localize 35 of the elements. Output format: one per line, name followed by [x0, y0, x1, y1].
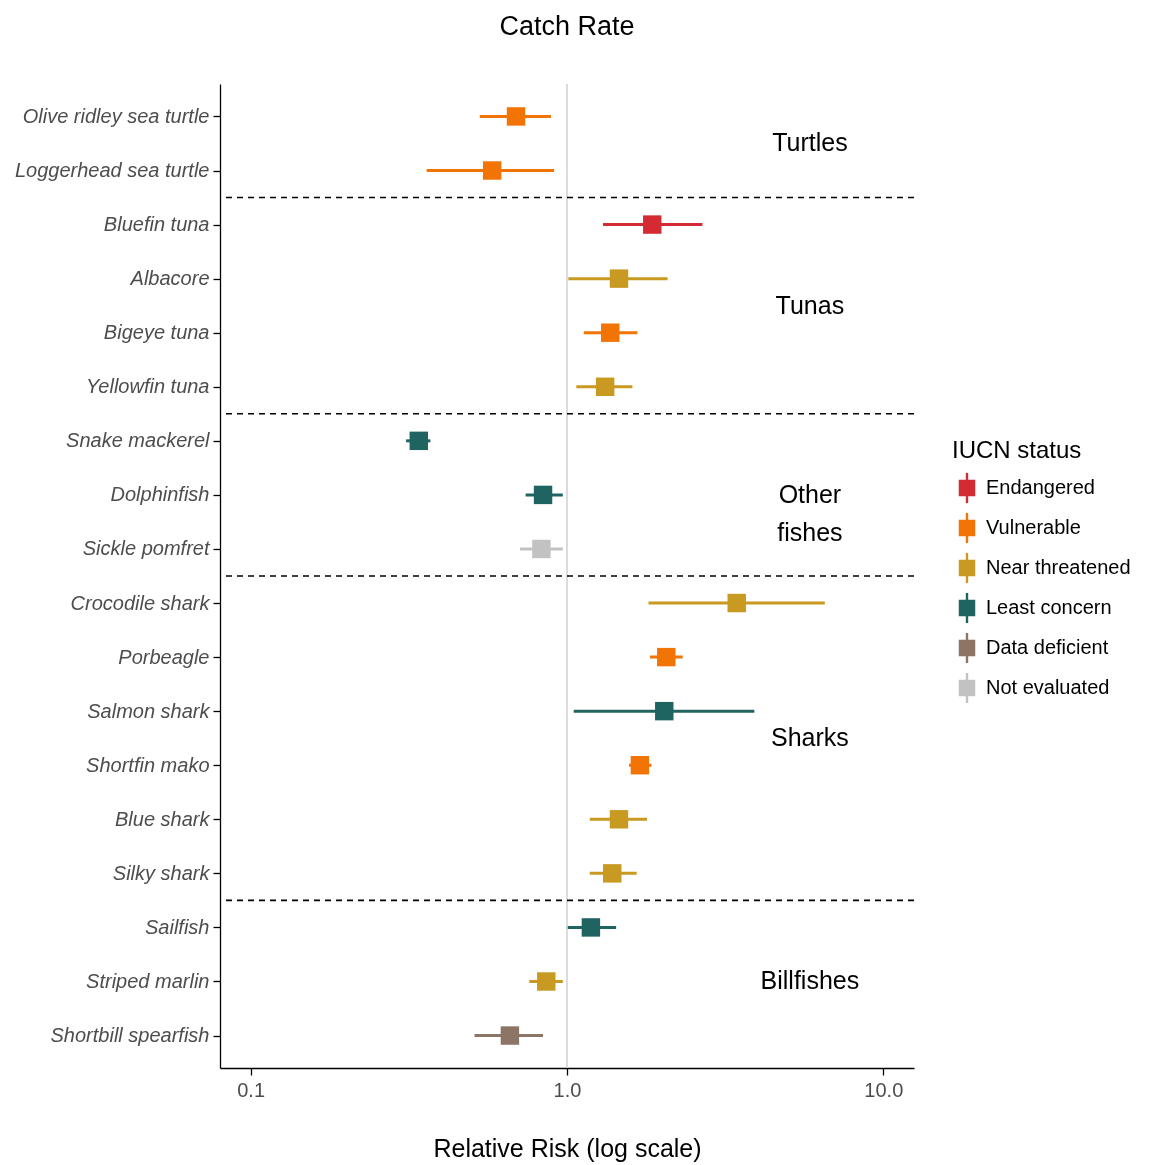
x-tick-label: 0.1 [237, 1078, 266, 1101]
y-tick-label: Albacore [129, 267, 210, 290]
y-tick-label: Dolphinfish [110, 483, 210, 506]
y-tick-label: Yellowfin tuna [86, 375, 210, 398]
legend-label: Near threatened [986, 556, 1131, 578]
y-tick-label: Blue shark [115, 807, 211, 830]
annotation: Billfishes [760, 966, 860, 995]
legend-label: Not evaluated [986, 676, 1110, 698]
y-tick-label: Sailfish [145, 915, 210, 938]
y-tick-label: Olive ridley sea turtle [22, 104, 210, 127]
legend-label: Vulnerable [986, 516, 1081, 538]
y-tick-label: Shortbill spearfish [50, 1024, 210, 1047]
legend-label: Data deficient [986, 636, 1109, 658]
y-tick-label: Snake mackerel [66, 429, 211, 452]
x-tick-label: 1.0 [553, 1078, 582, 1101]
legend-label: Least concern [986, 596, 1112, 618]
chart-title: Catch Rate [499, 11, 635, 42]
legend-label: Endangered [986, 476, 1095, 498]
y-tick-label: Striped marlin [86, 969, 210, 992]
y-tick-label: Bigeye tuna [103, 321, 210, 344]
legend-title: IUCN status [952, 436, 1082, 463]
annotation: Sharks [770, 723, 849, 752]
y-tick-label: Loggerhead sea turtle [14, 159, 210, 182]
x-axis-title: Relative Risk (log scale) [433, 1133, 702, 1162]
y-tick-label: Sickle pomfret [82, 537, 211, 560]
y-tick-label: Silky shark [112, 861, 211, 884]
annotation: Other fishes [777, 479, 843, 546]
y-tick-label: Porbeagle [118, 645, 210, 668]
annotation: Tunas [775, 290, 845, 319]
y-tick-label: Shortfin mako [86, 753, 210, 776]
y-tick-label: Bluefin tuna [103, 213, 210, 236]
y-tick-label: Salmon shark [87, 699, 211, 722]
y-tick-label: Crocodile shark [70, 591, 211, 614]
x-tick-label: 10.0 [864, 1078, 904, 1101]
annotation: Turtles [772, 128, 848, 157]
